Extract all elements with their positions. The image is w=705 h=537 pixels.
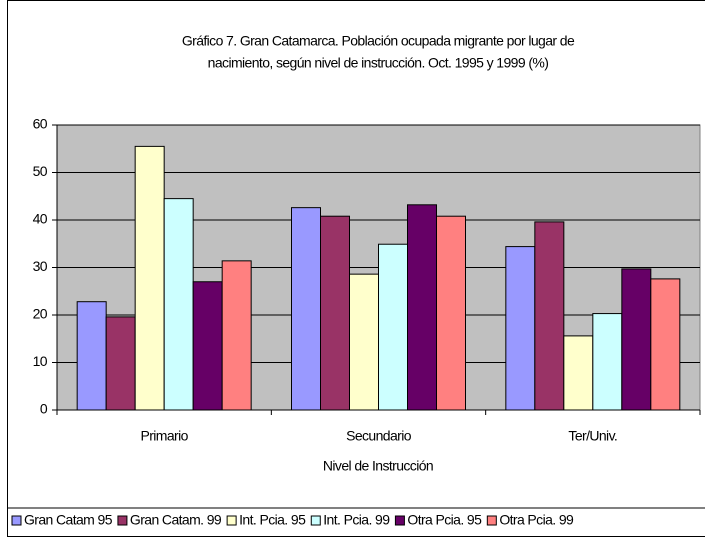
legend-label: Gran Catam. 99 bbox=[130, 512, 222, 528]
bar bbox=[563, 335, 594, 411]
bar bbox=[291, 207, 321, 411]
y-tick-label: 60 bbox=[33, 116, 48, 132]
bar bbox=[407, 204, 437, 411]
y-tick-label: 50 bbox=[33, 163, 48, 179]
chart-title: Gráfico 7. Gran Catamarca. Población ocu… bbox=[182, 33, 575, 49]
x-tick-label: Ter/Univ. bbox=[568, 428, 617, 444]
legend-label: Int. Pcia. 99 bbox=[323, 512, 390, 528]
legend-label: Gran Catam 95 bbox=[24, 512, 113, 528]
bar bbox=[378, 243, 408, 411]
legend-swatch bbox=[310, 515, 321, 526]
bar bbox=[105, 316, 136, 411]
bar bbox=[650, 278, 681, 411]
y-tick-label: 30 bbox=[33, 258, 48, 274]
legend-swatch bbox=[226, 515, 237, 526]
legend-label: Int. Pcia. 95 bbox=[239, 512, 306, 528]
legend-swatch bbox=[394, 515, 405, 526]
y-tick-label: 20 bbox=[33, 306, 48, 322]
x-tick-label: Primario bbox=[141, 428, 189, 444]
bar bbox=[592, 313, 623, 411]
chart-title: nacimiento, según nivel de instrucción. … bbox=[208, 55, 549, 71]
legend-label: Otra Pcia. 95 bbox=[407, 512, 482, 528]
bar bbox=[221, 260, 252, 411]
x-tick-label: Secundario bbox=[346, 428, 412, 444]
x-axis-label: Nivel de Instrucción bbox=[323, 458, 433, 474]
bar bbox=[320, 215, 350, 411]
legend-label: Otra Pcia. 99 bbox=[499, 512, 574, 528]
legend-swatch bbox=[486, 515, 497, 526]
legend-swatch bbox=[117, 515, 128, 526]
y-tick-label: 10 bbox=[33, 353, 48, 369]
bar bbox=[349, 273, 379, 411]
bar bbox=[163, 198, 194, 411]
bar bbox=[534, 221, 565, 411]
bar bbox=[192, 281, 223, 411]
legend-swatch bbox=[11, 515, 22, 526]
bar bbox=[76, 301, 107, 411]
bar bbox=[134, 145, 165, 411]
bar bbox=[505, 246, 536, 411]
bar bbox=[436, 215, 466, 411]
y-tick-label: 0 bbox=[40, 401, 48, 417]
y-tick-label: 40 bbox=[33, 211, 48, 227]
bar bbox=[621, 268, 652, 411]
